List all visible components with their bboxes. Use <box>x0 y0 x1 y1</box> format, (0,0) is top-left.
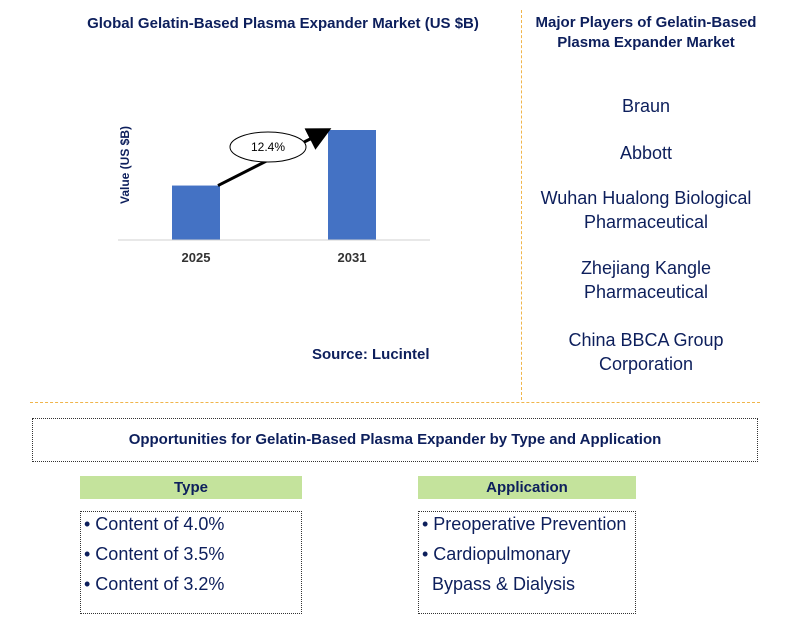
application-item: • Preoperative Prevention <box>422 514 627 534</box>
chart-title: Global Gelatin-Based Plasma Expander Mar… <box>87 15 479 32</box>
type-header: Type <box>80 476 302 499</box>
vertical-divider <box>521 10 522 400</box>
type-item: • Content of 4.0% <box>84 514 225 534</box>
players-title: Major Players of Gelatin-Based Plasma Ex… <box>535 14 757 51</box>
application-header: Application <box>418 476 636 499</box>
player-abbott: Abbott <box>619 143 673 163</box>
player-wuhan-hualong: Wuhan Hualong Biological Pharmaceutical <box>540 188 752 232</box>
horizontal-divider <box>30 402 760 403</box>
player-zhejiang-kangle: Zhejiang Kangle Pharmaceutical <box>580 258 712 302</box>
player-braun: Braun <box>621 96 671 116</box>
y-axis-label: Value (US $B) <box>118 126 132 204</box>
cagr-ellipse <box>229 131 307 163</box>
bar-chart: Value (US $B) 2025 2031 12.4% <box>118 126 430 265</box>
type-list-box <box>80 511 302 614</box>
type-item: • Content of 3.5% <box>84 544 225 564</box>
player-china-bbca: China BBCA Group Corporation <box>568 330 724 374</box>
x-tick-label: 2025 <box>182 250 211 265</box>
opportunities-title-box <box>32 418 758 462</box>
cagr-label: 12.4% <box>251 140 285 154</box>
application-item: Bypass & Dialysis <box>432 574 576 594</box>
x-tick-label: 2031 <box>338 250 367 265</box>
bar-2031 <box>328 130 376 240</box>
application-item: • Cardiopulmonary <box>422 544 571 564</box>
source-note: Source: Lucintel <box>312 346 430 363</box>
opportunities-title: Opportunities for Gelatin-Based Plasma E… <box>128 431 662 448</box>
type-item: • Content of 3.2% <box>84 574 225 594</box>
bar-2025 <box>172 185 220 240</box>
application-list-box <box>418 511 636 614</box>
